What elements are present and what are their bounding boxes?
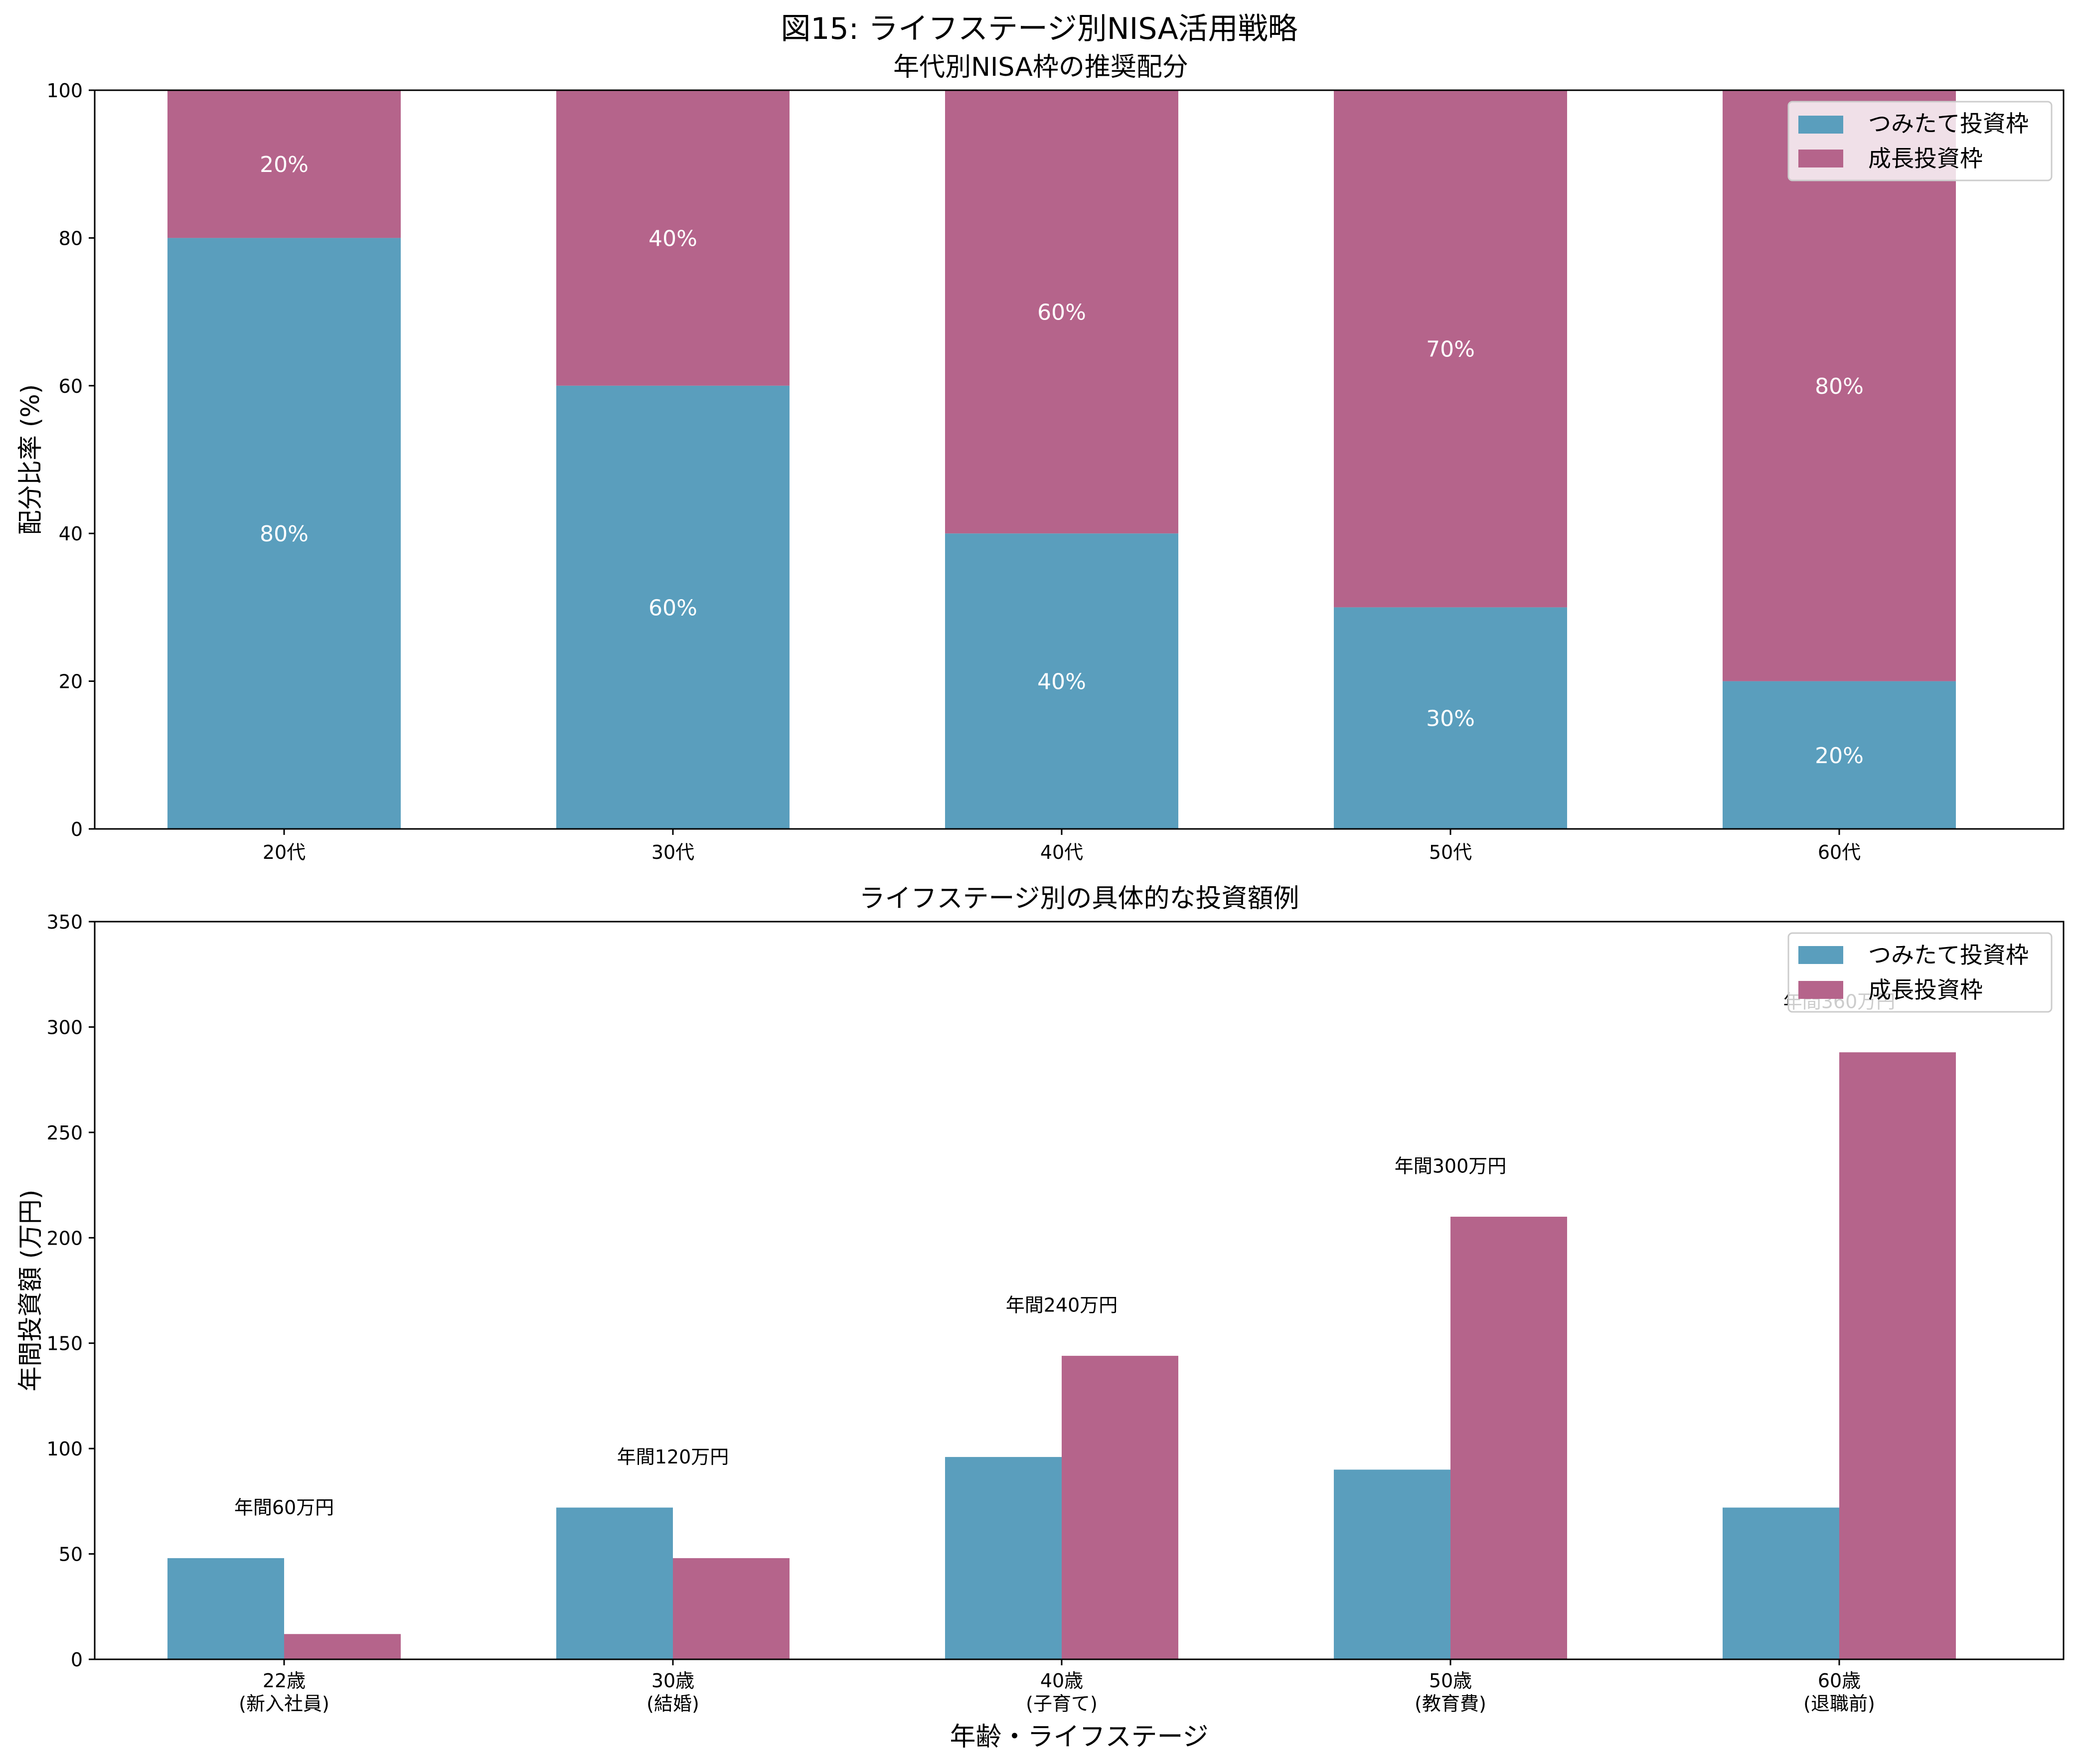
y-tick-label: 250 (46, 1122, 83, 1144)
legend-frame (1787, 101, 2053, 181)
y-tick-label: 150 (46, 1333, 83, 1355)
legend-swatch-tsumitate (1798, 116, 1843, 134)
x-tick-sublabel: (新入社員) (239, 1693, 329, 1715)
bar-seichou (945, 90, 1178, 534)
legend-label-seichou: 成長投資枠 (1868, 145, 1983, 172)
data-label: 40% (648, 226, 697, 251)
x-tick-sublabel: (結婚) (646, 1693, 699, 1715)
legend-swatch-seichou (1798, 150, 1843, 167)
amount-plot-frame (94, 921, 2065, 1660)
allocation-y-ticks: 0 20 40 60 80 100 (46, 80, 95, 840)
data-label: 60% (648, 595, 697, 621)
amount-x-axis-label: 年齢・ライフステージ (950, 1722, 1209, 1752)
y-tick-label: 20 (59, 671, 83, 693)
total-annotation: 年間60万円 (234, 1496, 334, 1518)
bar-tsumitate (945, 533, 1178, 829)
bar-seichou (1334, 90, 1567, 608)
allocation-legend: つみたて投資枠 成長投資枠 (1787, 101, 2053, 181)
legend-swatch-seichou (1798, 981, 1843, 999)
bar-seichou (673, 1558, 790, 1659)
x-tick-label: 30歳 (651, 1670, 694, 1692)
bar-seichou (1723, 90, 1956, 681)
data-label: 30% (1426, 706, 1475, 732)
bar-tsumitate (556, 385, 790, 829)
y-tick-label: 40 (59, 523, 83, 545)
bar-seichou (167, 90, 401, 238)
y-tick-label: 50 (59, 1544, 83, 1566)
y-tick-label: 100 (46, 80, 83, 102)
bar-seichou (556, 90, 790, 386)
x-tick-label: 50代 (1429, 841, 1472, 863)
legend-frame (1787, 932, 2053, 1013)
x-tick-label: 60歳 (1818, 1670, 1861, 1692)
y-tick-label: 60 (59, 375, 83, 397)
data-label: 40% (1037, 669, 1086, 695)
data-label: 60% (1037, 300, 1086, 325)
y-tick-label: 300 (46, 1016, 83, 1038)
legend-label-tsumitate: つみたて投資枠 (1868, 110, 2029, 137)
x-tick-sublabel: (子育て) (1026, 1693, 1098, 1715)
x-tick-label: 20代 (263, 841, 306, 863)
amount-chart: ライフステージ別の具体的な投資額例 年間60万円 年間120万円 年間240万円 年間… (16, 884, 2065, 1752)
y-tick-label: 350 (46, 911, 83, 933)
allocation-bars: 80% 20% 60% 40% 40% 60% 30% 70% 20% 80% (167, 90, 1956, 829)
y-tick-label: 100 (46, 1438, 83, 1460)
data-label: 80% (1815, 374, 1864, 399)
amount-y-axis-label: 年間投資額 (万円) (16, 1190, 45, 1392)
bar-tsumitate (167, 1558, 284, 1659)
total-annotation: 年間240万円 (1006, 1294, 1118, 1316)
bar-tsumitate (556, 1507, 673, 1659)
amount-chart-title: ライフステージ別の具体的な投資額例 (859, 884, 1299, 914)
amount-legend: つみたて投資枠 成長投資枠 (1787, 932, 2053, 1013)
total-annotation: 年間300万円 (1395, 1155, 1507, 1177)
bar-tsumitate (1723, 1507, 1839, 1659)
y-tick-label: 80 (59, 227, 83, 249)
data-label: 80% (260, 521, 309, 547)
bar-seichou (1062, 1356, 1178, 1659)
legend-label-seichou: 成長投資枠 (1868, 976, 1983, 1003)
x-tick-sublabel: (教育費) (1415, 1693, 1486, 1715)
bar-seichou (1450, 1217, 1567, 1659)
x-tick-label: 40歳 (1040, 1670, 1083, 1692)
legend-label-tsumitate: つみたて投資枠 (1868, 942, 2029, 968)
legend-swatch-tsumitate (1798, 946, 1843, 964)
amount-bars: 年間60万円年間120万円年間240万円年間300万円年間360万円 (167, 991, 1956, 1659)
total-annotation: 年間120万円 (617, 1446, 729, 1468)
data-label: 20% (260, 152, 309, 177)
bar-tsumitate (1723, 681, 1956, 829)
x-tick-label: 60代 (1818, 841, 1861, 863)
x-tick-sublabel: (退職前) (1803, 1693, 1875, 1715)
y-tick-label: 200 (46, 1227, 83, 1249)
allocation-chart: 年代別NISA枠の推奨配分 80% 20% 60% 40% 40% 60% 30% 70% 20… (16, 52, 2065, 863)
allocation-x-ticks: 20代 30代 40代 50代 60代 (263, 829, 1861, 863)
y-tick-label: 0 (71, 1649, 83, 1671)
x-tick-label: 30代 (651, 841, 694, 863)
amount-x-ticks: 22歳(新入社員) 30歳(結婚) 40歳(子育て) 50歳(教育費) 60歳(退職前) (239, 1659, 1875, 1715)
data-label: 70% (1426, 337, 1475, 362)
x-tick-label: 40代 (1040, 841, 1083, 863)
allocation-plot-frame (94, 89, 2065, 830)
allocation-chart-title: 年代別NISA枠の推奨配分 (893, 52, 1188, 82)
bar-seichou (1839, 1052, 1956, 1659)
bar-tsumitate (945, 1457, 1062, 1659)
bar-tsumitate (1334, 1469, 1450, 1659)
allocation-y-axis-label: 配分比率 (%) (16, 384, 45, 535)
bar-tsumitate (167, 238, 401, 829)
figure-title: 図15: ライフステージ別NISA活用戦略 (781, 11, 1297, 46)
bar-seichou (284, 1634, 401, 1659)
data-label: 20% (1815, 743, 1864, 769)
x-tick-label: 22歳 (263, 1670, 306, 1692)
y-tick-label: 0 (71, 818, 83, 840)
x-tick-label: 50歳 (1429, 1670, 1472, 1692)
amount-y-ticks: 0 50 100 150 200 250 300 350 (46, 911, 95, 1671)
bar-tsumitate (1334, 607, 1567, 829)
